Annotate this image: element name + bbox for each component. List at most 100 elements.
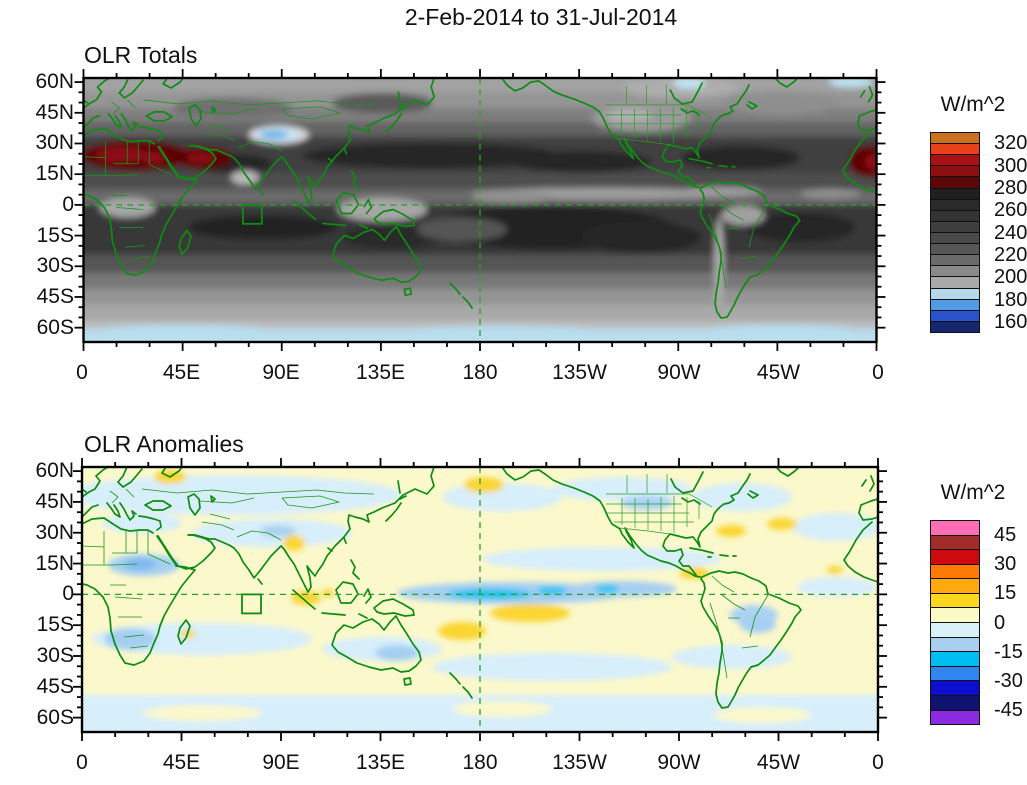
colorbar-totals [930,132,980,333]
x-axis-label: 45W [756,361,801,384]
colorbar-segment [931,166,979,178]
colorbar-segment [931,695,979,711]
y-axis-label: 60S [36,315,74,339]
panel-title-olr-anomalies: OLR Anomalies [84,431,244,457]
colorbar-tick-label: 180 [994,288,1027,311]
colorbar-segment [931,652,979,667]
coastline-layer [82,467,878,709]
x-axis-label: 135W [552,361,607,384]
x-axis-label: 0 [872,751,884,774]
coastline-borders [82,467,878,709]
y-axis-label: 15S [36,223,74,247]
y-axis-label: 0 [62,582,74,606]
colorbar-segment [931,593,979,609]
map-frame [80,465,880,734]
y-axis-label: 30S [36,643,74,667]
map-svg-totals [74,69,886,351]
colorbar-tick-label: 280 [994,176,1027,199]
colorbar-segment [931,535,979,551]
y-axis-label: 60N [35,70,74,94]
y-axis-label: 45S [36,674,74,698]
colorbar-segment [931,188,979,200]
x-axis-label: 0 [76,361,88,384]
x-axis-label: 180 [462,361,498,384]
colorbar-tick-label: 15 [994,582,1017,605]
y-axis-label: 0 [62,192,74,216]
colorbar-anomalies [930,520,980,725]
colorbar-segment [931,579,979,594]
x-axis-label: 45E [162,361,201,384]
colorbar-segment [931,288,979,300]
colorbar-segment [931,144,979,156]
colorbar-segment [931,321,979,332]
colorbar-tick-label: 160 [994,310,1027,333]
colorbar-tick-label: -45 [994,699,1023,722]
x-axis-label: 0 [872,361,884,384]
x-axis-label: 90W [657,751,701,774]
reference-layer [83,78,877,342]
colorbar-tick-label: -30 [994,670,1023,693]
map-svg-anomalies [73,458,887,741]
map-olr-anomalies [73,458,887,741]
colorbar-segment [931,210,979,222]
colorbar-segment [931,266,979,278]
x-axis-label: 90E [262,361,300,384]
filled-contours-totals [83,78,877,342]
colorbar-segment [931,133,979,145]
y-axis-label: 45S [36,284,74,308]
x-axis-label: 90E [262,751,300,774]
colorbar-segment [931,255,979,267]
colorbar-tick-label: 200 [994,266,1027,289]
y-axis-label: 30N [35,131,74,155]
colorbar-segment [931,637,979,653]
colorbar-segment [931,244,979,256]
x-axis-label: 45W [756,751,801,774]
map-frame [82,76,878,344]
colorbar-segment [931,177,979,189]
x-axis-label: 0 [76,751,88,774]
map-olr-totals [74,69,886,351]
y-axis-label: 60S [36,705,74,729]
colorbar-segment [931,299,979,311]
x-axis-label: 135E [355,361,406,384]
reference-box [242,204,263,225]
x-axis-label: 45E [162,751,201,774]
y-axis-label: 45N [35,489,74,513]
colorbar-tick-label: 240 [994,221,1027,244]
y-axis-label: 45N [35,100,74,124]
y-axis-label: 30S [36,254,74,278]
colorbar-segment [931,155,979,167]
colorbar-segment [931,310,979,322]
reference-lines [82,467,878,732]
x-axis-label: 90W [657,361,701,384]
colorbar-tick-label: 45 [994,523,1017,546]
colorbar-segment [931,666,979,682]
x-axis-label: 135W [552,751,607,774]
x-axis-label: 135E [355,751,406,774]
colorbar-tick-label: -15 [994,640,1023,663]
colorbar-tick-label: 0 [994,611,1006,634]
y-axis-label: 15N [35,551,74,575]
colorbar-tick-label: 220 [994,243,1027,266]
colorbar-segment [931,623,979,638]
colorbar-segment [931,277,979,289]
colorbar-tick-label: 300 [994,154,1027,177]
colorbar-segment [931,232,979,245]
x-axis-label: 180 [462,751,498,774]
figure-title: 2-Feb-2014 to 31-Jul-2014 [404,4,678,30]
colorbar-segment [931,608,979,624]
y-axis-label: 15S [36,613,74,637]
colorbar-segment [931,564,979,580]
colorbar-segment [931,710,979,725]
colorbar-segment [931,221,979,233]
colorbar-tick-label: 320 [994,132,1027,155]
reference-box [241,593,262,615]
reference-lines [83,78,877,342]
coastline-borders [83,78,877,319]
colorbar-segment [931,199,979,211]
colorbar-tick-label: 30 [994,552,1017,575]
panel-title-olr-totals: OLR Totals [84,42,198,68]
y-axis-label: 30N [35,520,74,544]
colorbar-tick-label: 260 [994,199,1027,222]
y-axis-label: 15N [35,162,74,186]
